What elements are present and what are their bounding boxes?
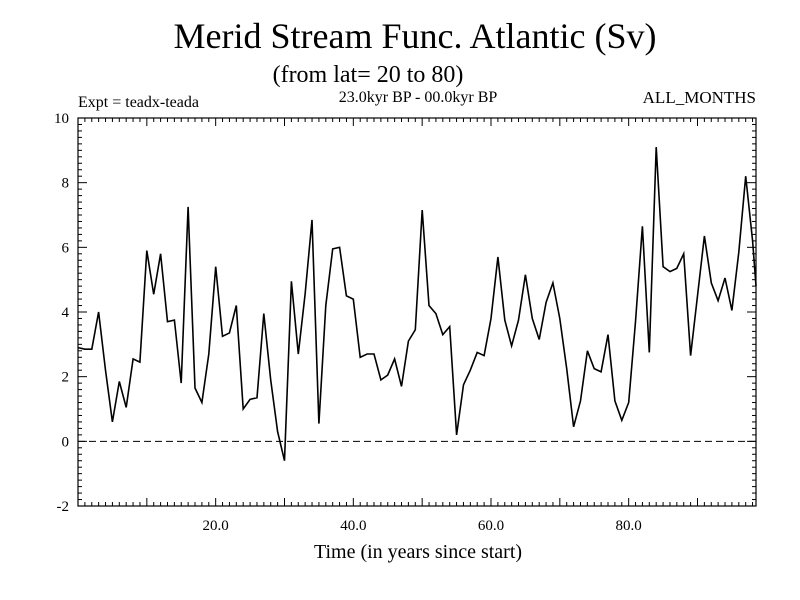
y-tick-label: 2: [62, 370, 70, 386]
x-axis-label: Time (in years since start): [314, 541, 522, 563]
period-label: 23.0kyr BP - 00.0kyr BP: [339, 89, 498, 106]
y-tick-label: 10: [54, 111, 69, 127]
experiment-label: Expt = teadx-teada: [78, 94, 199, 111]
months-label: ALL_MONTHS: [643, 88, 756, 107]
series-line: [77, 147, 757, 461]
y-tick-label: 8: [62, 176, 70, 192]
x-tick-label: 80.0: [616, 518, 642, 534]
x-tick-label: 40.0: [340, 518, 366, 534]
y-tick-label: 4: [62, 305, 70, 321]
x-tick-label: 60.0: [478, 518, 504, 534]
chart-title: Merid Stream Func. Atlantic (Sv): [174, 16, 657, 56]
chart-subtitle: (from lat= 20 to 80): [273, 62, 464, 88]
y-tick-label: -2: [57, 499, 70, 515]
x-tick-label: 20.0: [203, 518, 229, 534]
y-tick-label: 6: [62, 240, 70, 256]
y-tick-label: 0: [62, 434, 70, 450]
